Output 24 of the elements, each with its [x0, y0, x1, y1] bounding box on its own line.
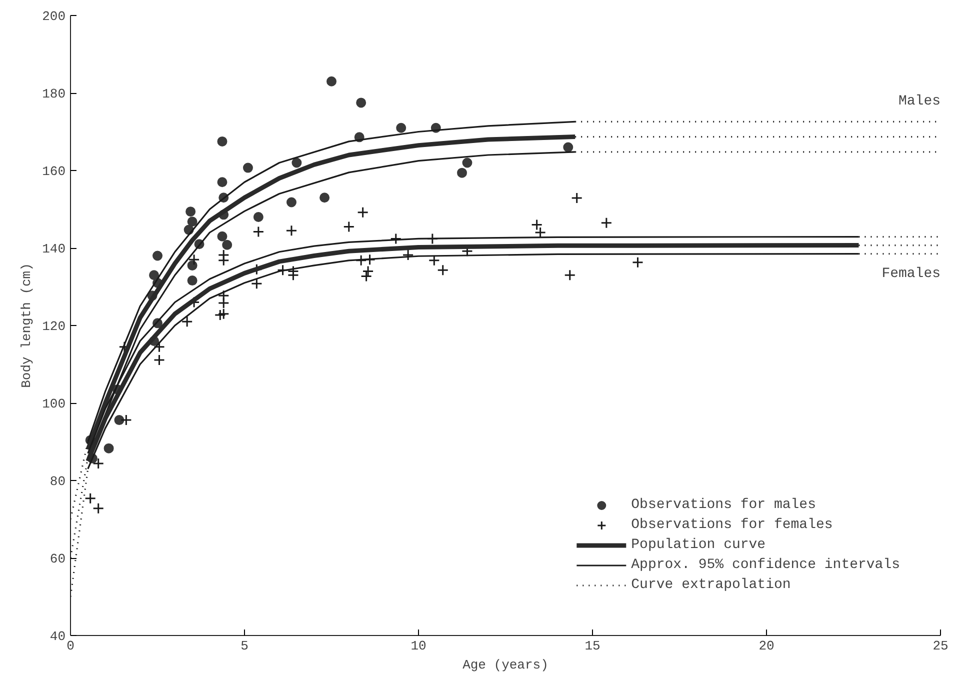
y-tick-label: 140 — [42, 242, 66, 256]
y-tick-label: 200 — [42, 9, 66, 24]
x-tick-label: 5 — [240, 638, 248, 654]
legend-label: Curve extrapolation — [631, 577, 791, 593]
y-tick-label: 120 — [42, 319, 66, 334]
y-tick-label: 80 — [50, 474, 66, 489]
x-axis-title: Age (years) — [462, 658, 548, 672]
y-tick-label: 180 — [42, 86, 66, 102]
y-axis-title: Body length (cm) — [19, 263, 34, 388]
annotation: Males — [898, 94, 941, 110]
legend-label: Observations for females — [631, 517, 833, 533]
y-tick-label: 100 — [42, 396, 66, 412]
annotation: Females — [882, 266, 941, 282]
x-tick-label: 15 — [584, 638, 600, 654]
y-tick-label: 60 — [50, 552, 66, 566]
x-tick-label: 25 — [932, 638, 948, 654]
legend-label: Approx. 95% confidence intervals — [631, 557, 900, 573]
y-tick-label: 40 — [50, 629, 66, 644]
legend-label: Observations for males — [631, 497, 816, 513]
x-tick-label: 20 — [758, 638, 774, 654]
x-tick-label: 10 — [410, 638, 426, 654]
y-tick-label: 160 — [42, 164, 66, 179]
x-tick-label: 0 — [66, 638, 74, 654]
legend-label: Population curve — [631, 537, 766, 553]
